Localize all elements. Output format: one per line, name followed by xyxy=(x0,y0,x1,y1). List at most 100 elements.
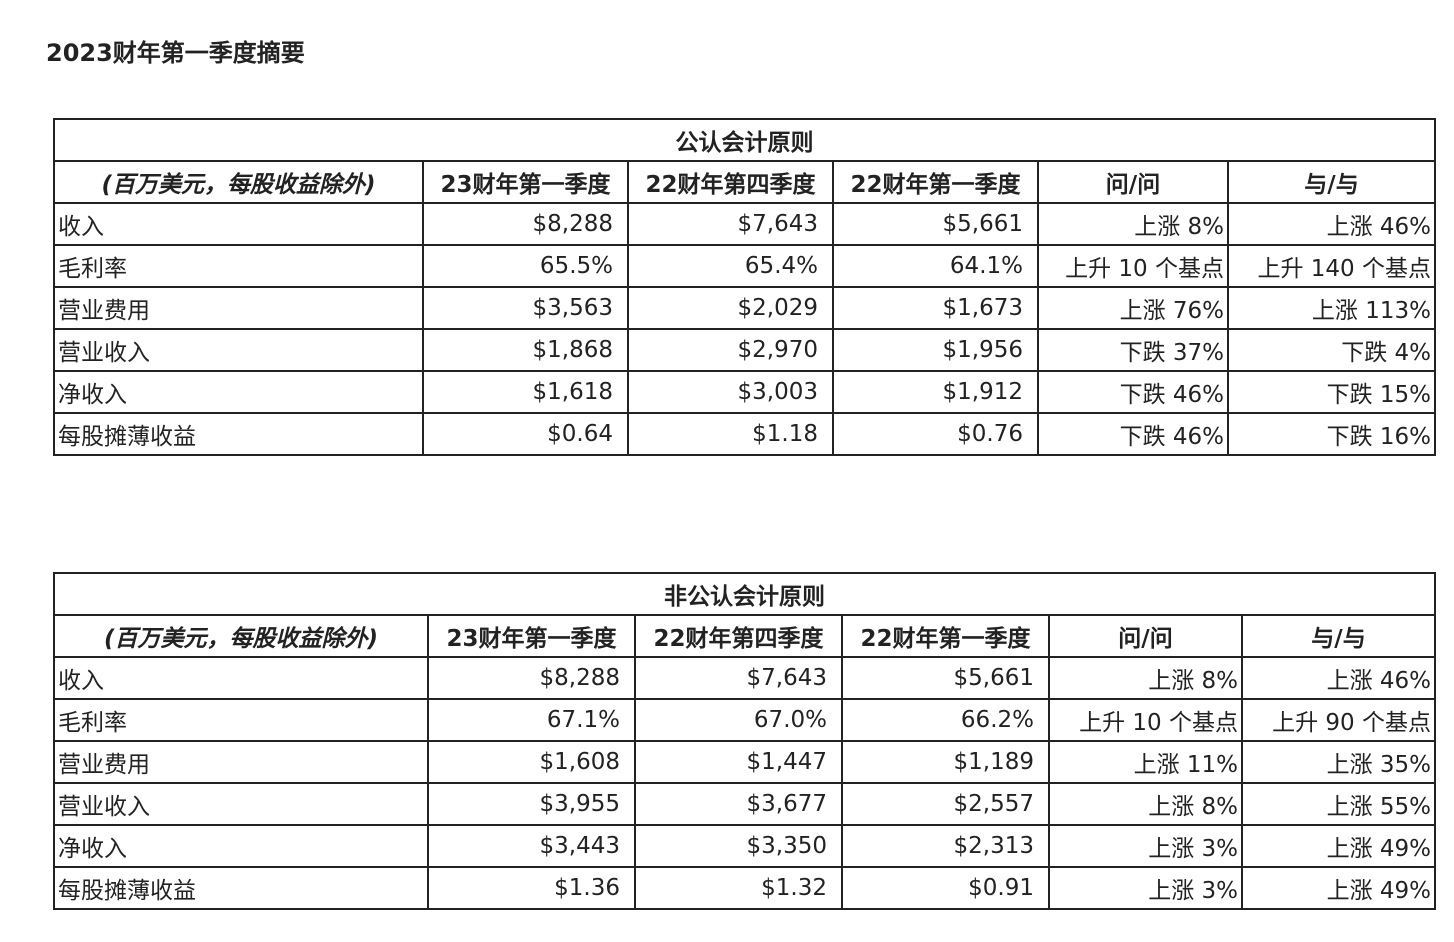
row-label: 营业费用 xyxy=(53,286,424,330)
qoq-change: 上涨 3% xyxy=(1048,824,1243,868)
qoq-change: 上涨 8% xyxy=(1048,656,1243,700)
table-row: 毛利率 67.1% 67.0% 66.2% 上升 10 个基点 上升 90 个基… xyxy=(53,698,1436,742)
table-row: 毛利率 65.5% 65.4% 64.1% 上升 10 个基点 上升 140 个… xyxy=(53,244,1436,288)
qoq-change: 上升 10 个基点 xyxy=(1037,244,1229,288)
q4-fy22-value: $3,350 xyxy=(634,824,843,868)
qoq-change: 上涨 3% xyxy=(1048,866,1243,910)
yoy-change: 上涨 35% xyxy=(1241,740,1436,784)
q4-fy22-value: 67.0% xyxy=(634,698,843,742)
qoq-column-header: 问/问 xyxy=(1048,614,1243,658)
q1-fy23-value: $3,563 xyxy=(422,286,629,330)
q1-fy23-column-header: 23财年第一季度 xyxy=(422,160,629,204)
table-header-row: (百万美元，每股收益除外) 23财年第一季度 22财年第四季度 22财年第一季度… xyxy=(53,160,1436,204)
row-label: 收入 xyxy=(53,202,424,246)
table-caption: 公认会计原则 xyxy=(53,118,1436,162)
q1-fy22-value: $1,189 xyxy=(841,740,1050,784)
q1-fy22-value: $0.91 xyxy=(841,866,1050,910)
yoy-change: 下跌 15% xyxy=(1227,370,1436,414)
yoy-change: 上涨 49% xyxy=(1241,866,1436,910)
table-row: 每股摊薄收益 $1.36 $1.32 $0.91 上涨 3% 上涨 49% xyxy=(53,866,1436,910)
qoq-change: 上涨 76% xyxy=(1037,286,1229,330)
q1-fy23-value: $1,608 xyxy=(427,740,636,784)
q4-fy22-value: $2,970 xyxy=(627,328,834,372)
q1-fy22-value: 66.2% xyxy=(841,698,1050,742)
q1-fy23-value: $3,955 xyxy=(427,782,636,826)
q4-fy22-column-header: 22财年第四季度 xyxy=(634,614,843,658)
q4-fy22-value: 65.4% xyxy=(627,244,834,288)
q1-fy23-value: $3,443 xyxy=(427,824,636,868)
yoy-change: 上涨 113% xyxy=(1227,286,1436,330)
q1-fy22-value: $1,956 xyxy=(832,328,1039,372)
q4-fy22-value: $3,003 xyxy=(627,370,834,414)
row-label: 收入 xyxy=(53,656,429,700)
q1-fy23-value: $8,288 xyxy=(422,202,629,246)
row-label: 毛利率 xyxy=(53,244,424,288)
q1-fy22-column-header: 22财年第一季度 xyxy=(841,614,1050,658)
yoy-change: 上升 90 个基点 xyxy=(1241,698,1436,742)
q4-fy22-value: $7,643 xyxy=(634,656,843,700)
q1-fy22-column-header: 22财年第一季度 xyxy=(832,160,1039,204)
q1-fy22-value: $1,673 xyxy=(832,286,1039,330)
unit-column-header: (百万美元，每股收益除外) xyxy=(53,160,424,204)
qoq-change: 上涨 8% xyxy=(1048,782,1243,826)
q1-fy22-value: $0.76 xyxy=(832,412,1039,456)
qoq-change: 上升 10 个基点 xyxy=(1048,698,1243,742)
row-label: 营业收入 xyxy=(53,328,424,372)
q1-fy23-value: $1.36 xyxy=(427,866,636,910)
table-caption-row: 非公认会计原则 xyxy=(53,572,1436,616)
yoy-change: 下跌 4% xyxy=(1227,328,1436,372)
yoy-column-header: 与/与 xyxy=(1241,614,1436,658)
qoq-change: 上涨 8% xyxy=(1037,202,1229,246)
q1-fy23-column-header: 23财年第一季度 xyxy=(427,614,636,658)
table-row: 营业收入 $3,955 $3,677 $2,557 上涨 8% 上涨 55% xyxy=(53,782,1436,826)
q1-fy22-value: $1,912 xyxy=(832,370,1039,414)
row-label: 净收入 xyxy=(53,824,429,868)
qoq-change: 下跌 37% xyxy=(1037,328,1229,372)
yoy-change: 下跌 16% xyxy=(1227,412,1436,456)
unit-column-header: (百万美元，每股收益除外) xyxy=(53,614,429,658)
table-header-row: (百万美元，每股收益除外) 23财年第一季度 22财年第四季度 22财年第一季度… xyxy=(53,614,1436,658)
table-row: 净收入 $1,618 $3,003 $1,912 下跌 46% 下跌 15% xyxy=(53,370,1436,414)
row-label: 营业收入 xyxy=(53,782,429,826)
q1-fy23-value: 65.5% xyxy=(422,244,629,288)
table-row: 营业费用 $1,608 $1,447 $1,189 上涨 11% 上涨 35% xyxy=(53,740,1436,784)
row-label: 毛利率 xyxy=(53,698,429,742)
q1-fy22-value: $2,557 xyxy=(841,782,1050,826)
q1-fy23-value: $0.64 xyxy=(422,412,629,456)
table-row: 净收入 $3,443 $3,350 $2,313 上涨 3% 上涨 49% xyxy=(53,824,1436,868)
q1-fy22-value: $5,661 xyxy=(832,202,1039,246)
q1-fy22-value: $5,661 xyxy=(841,656,1050,700)
q4-fy22-value: $2,029 xyxy=(627,286,834,330)
table-row: 每股摊薄收益 $0.64 $1.18 $0.76 下跌 46% 下跌 16% xyxy=(53,412,1436,456)
q4-fy22-value: $1.32 xyxy=(634,866,843,910)
q1-fy23-value: $1,618 xyxy=(422,370,629,414)
qoq-change: 下跌 46% xyxy=(1037,370,1229,414)
table-row: 营业费用 $3,563 $2,029 $1,673 上涨 76% 上涨 113% xyxy=(53,286,1436,330)
row-label: 每股摊薄收益 xyxy=(53,866,429,910)
q4-fy22-value: $1.18 xyxy=(627,412,834,456)
yoy-change: 上升 140 个基点 xyxy=(1227,244,1436,288)
yoy-change: 上涨 46% xyxy=(1241,656,1436,700)
non-gaap-summary-table: 非公认会计原则 (百万美元，每股收益除外) 23财年第一季度 22财年第四季度 … xyxy=(53,572,1436,910)
table-row: 营业收入 $1,868 $2,970 $1,956 下跌 37% 下跌 4% xyxy=(53,328,1436,372)
qoq-column-header: 问/问 xyxy=(1037,160,1229,204)
yoy-change: 上涨 46% xyxy=(1227,202,1436,246)
table-row: 收入 $8,288 $7,643 $5,661 上涨 8% 上涨 46% xyxy=(53,202,1436,246)
qoq-change: 上涨 11% xyxy=(1048,740,1243,784)
table-caption-row: 公认会计原则 xyxy=(53,118,1436,162)
table-caption: 非公认会计原则 xyxy=(53,572,1436,616)
q1-fy23-value: $8,288 xyxy=(427,656,636,700)
row-label: 净收入 xyxy=(53,370,424,414)
row-label: 每股摊薄收益 xyxy=(53,412,424,456)
page-title: 2023财年第一季度摘要 xyxy=(46,39,305,67)
q1-fy23-value: $1,868 xyxy=(422,328,629,372)
yoy-change: 上涨 55% xyxy=(1241,782,1436,826)
qoq-change: 下跌 46% xyxy=(1037,412,1229,456)
q4-fy22-value: $3,677 xyxy=(634,782,843,826)
row-label: 营业费用 xyxy=(53,740,429,784)
q4-fy22-column-header: 22财年第四季度 xyxy=(627,160,834,204)
q1-fy23-value: 67.1% xyxy=(427,698,636,742)
q4-fy22-value: $1,447 xyxy=(634,740,843,784)
q1-fy22-value: 64.1% xyxy=(832,244,1039,288)
q1-fy22-value: $2,313 xyxy=(841,824,1050,868)
